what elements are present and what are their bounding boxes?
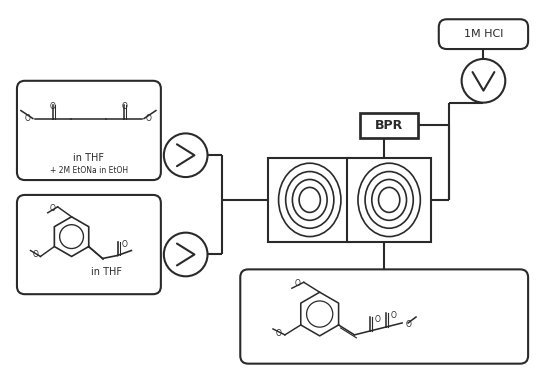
FancyBboxPatch shape — [240, 269, 528, 364]
Bar — [347, 158, 431, 241]
Text: O: O — [25, 114, 31, 123]
Circle shape — [164, 232, 208, 276]
Text: O: O — [121, 240, 127, 248]
Text: 1M HCl: 1M HCl — [464, 29, 503, 39]
Text: O: O — [50, 102, 55, 110]
Text: O: O — [406, 320, 412, 330]
Text: O: O — [390, 311, 396, 320]
Text: O: O — [276, 329, 282, 338]
Text: O: O — [121, 102, 127, 110]
Circle shape — [164, 134, 208, 177]
FancyBboxPatch shape — [17, 195, 161, 294]
Text: O: O — [295, 279, 301, 288]
Text: in THF: in THF — [74, 153, 104, 163]
Text: O: O — [375, 315, 380, 324]
Bar — [360, 113, 418, 138]
Text: BPR: BPR — [375, 119, 403, 132]
Text: O: O — [33, 250, 38, 259]
Circle shape — [461, 59, 505, 103]
Bar — [268, 158, 351, 241]
FancyBboxPatch shape — [439, 19, 528, 49]
Text: + 2M EtONa in EtOH: + 2M EtONa in EtOH — [50, 166, 128, 174]
Text: O: O — [50, 204, 55, 213]
Text: O: O — [146, 114, 152, 123]
FancyBboxPatch shape — [17, 81, 161, 180]
Text: in THF: in THF — [91, 267, 122, 278]
